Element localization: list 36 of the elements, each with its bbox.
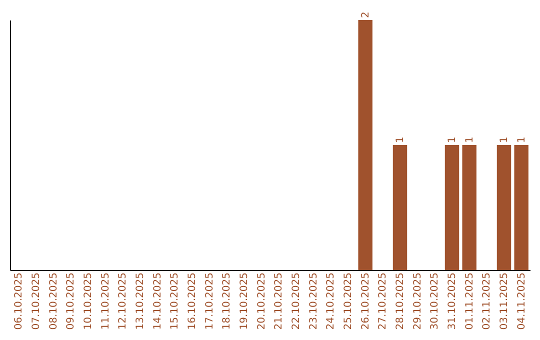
- x-tick-label: 17.10.2025: [204, 272, 216, 330]
- x-tick-label: 29.10.2025: [412, 272, 424, 330]
- x-tick-label: 06.10.2025: [14, 272, 25, 330]
- x-tick-label: 16.10.2025: [187, 272, 198, 330]
- x-tick-label: 09.10.2025: [66, 272, 77, 330]
- x-tick-label: 31.10.2025: [447, 272, 458, 330]
- x-tick-label: 21.10.2025: [274, 272, 285, 330]
- x-tick-label: 10.10.2025: [83, 272, 94, 330]
- x-tick-label: 01.11.2025: [464, 272, 476, 330]
- x-tick-label: 07.10.2025: [31, 272, 42, 330]
- x-tick-label: 12.10.2025: [118, 272, 129, 330]
- x-tick-label: 24.10.2025: [326, 272, 337, 330]
- data-label: 2: [360, 12, 372, 18]
- x-tick-label: 27.10.2025: [378, 272, 389, 330]
- data-label: 1: [447, 136, 458, 143]
- x-tick-label: 14.10.2025: [152, 272, 164, 330]
- data-label: 1: [516, 136, 528, 143]
- x-tick-label: 13.10.2025: [135, 272, 146, 330]
- x-tick-label: 22.10.2025: [291, 272, 302, 330]
- x-tick-label: 15.10.2025: [170, 272, 181, 330]
- x-tick-label: 08.10.2025: [48, 272, 60, 330]
- x-tick-label: 25.10.2025: [343, 272, 354, 330]
- data-label: 1: [499, 136, 510, 143]
- x-tick-label: 04.11.2025: [516, 272, 528, 330]
- x-tick-label: 20.10.2025: [256, 272, 268, 330]
- data-label: 1: [395, 136, 406, 143]
- x-tick-label: 02.11.2025: [482, 272, 493, 330]
- x-tick-label: 23.10.2025: [308, 272, 320, 330]
- x-tick-label: 11.10.2025: [100, 272, 112, 330]
- data-label: 1: [464, 136, 476, 143]
- x-tick-label: 30.10.2025: [430, 272, 441, 330]
- x-tick-label: 26.10.2025: [360, 272, 372, 330]
- x-tick-label: 03.11.2025: [499, 272, 510, 330]
- x-tick-label: 28.10.2025: [395, 272, 406, 330]
- x-tick-label: 18.10.2025: [222, 272, 233, 330]
- x-tick-label: 19.10.2025: [239, 272, 250, 330]
